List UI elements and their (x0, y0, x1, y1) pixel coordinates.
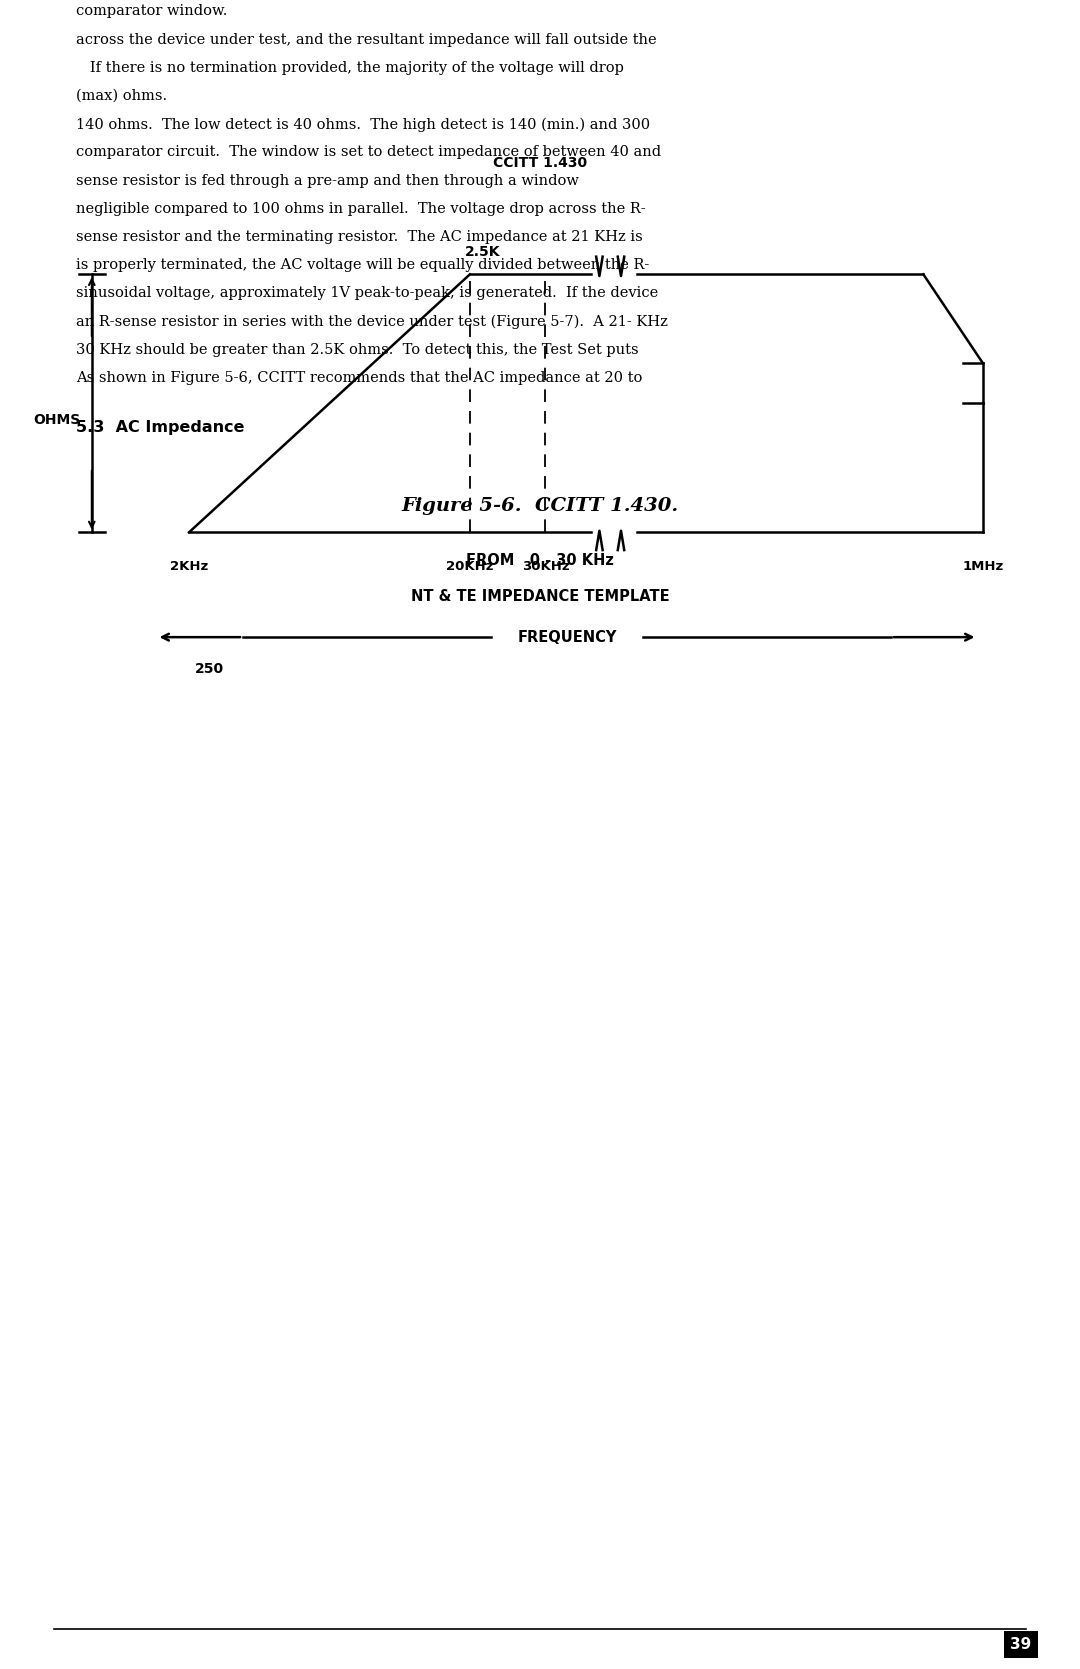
Text: 39: 39 (1010, 1637, 1031, 1652)
Text: As shown in Figure 5-6, CCITT recommends that the AC impedance at 20 to: As shown in Figure 5-6, CCITT recommends… (76, 371, 642, 386)
Text: (max) ohms.: (max) ohms. (76, 88, 166, 103)
Text: sense resistor is fed through a pre-amp and then through a window: sense resistor is fed through a pre-amp … (76, 174, 579, 187)
Text: 1MHz: 1MHz (962, 559, 1003, 572)
Text: 140 ohms.  The low detect is 40 ohms.  The high detect is 140 (min.) and 300: 140 ohms. The low detect is 40 ohms. The… (76, 117, 650, 132)
Text: sinusoidal voltage, approximately 1V peak-to-peak, is generated.  If the device: sinusoidal voltage, approximately 1V pea… (76, 287, 658, 300)
Text: CCITT 1.430: CCITT 1.430 (492, 155, 588, 170)
Text: negligible compared to 100 ohms in parallel.  The voltage drop across the R-: negligible compared to 100 ohms in paral… (76, 202, 645, 215)
Text: 30 KHz should be greater than 2.5K ohms.  To detect this, the Test Set puts: 30 KHz should be greater than 2.5K ohms.… (76, 342, 638, 357)
Text: comparator window.: comparator window. (76, 5, 227, 18)
Text: OHMS: OHMS (33, 412, 81, 427)
Text: If there is no termination provided, the majority of the voltage will drop: If there is no termination provided, the… (76, 60, 623, 75)
Text: sense resistor and the terminating resistor.  The AC impedance at 21 KHz is: sense resistor and the terminating resis… (76, 230, 643, 244)
Text: 5.3  AC Impedance: 5.3 AC Impedance (76, 419, 244, 434)
Text: 2KHz: 2KHz (170, 559, 208, 572)
Text: FROM   0 - 30 KHz: FROM 0 - 30 KHz (467, 554, 613, 569)
Text: CHAPTER 5:  Technical Reference: CHAPTER 5: Technical Reference (741, 22, 1050, 40)
Text: 20KHz: 20KHz (446, 559, 494, 572)
Text: 30KHz: 30KHz (522, 559, 569, 572)
Text: 2.5K: 2.5K (464, 245, 500, 259)
Text: comparator circuit.  The window is set to detect impedance of between 40 and: comparator circuit. The window is set to… (76, 145, 661, 160)
Text: FREQUENCY: FREQUENCY (517, 629, 617, 644)
Text: NT & TE IMPEDANCE TEMPLATE: NT & TE IMPEDANCE TEMPLATE (410, 589, 670, 604)
Text: across the device under test, and the resultant impedance will fall outside the: across the device under test, and the re… (76, 33, 657, 47)
Text: Figure 5-6.  CCITT 1.430.: Figure 5-6. CCITT 1.430. (402, 497, 678, 516)
Text: is properly terminated, the AC voltage will be equally divided between the R-: is properly terminated, the AC voltage w… (76, 259, 649, 272)
Text: 250: 250 (194, 663, 224, 676)
Text: an R-sense resistor in series with the device under test (Figure 5-7).  A 21- KH: an R-sense resistor in series with the d… (76, 315, 667, 329)
